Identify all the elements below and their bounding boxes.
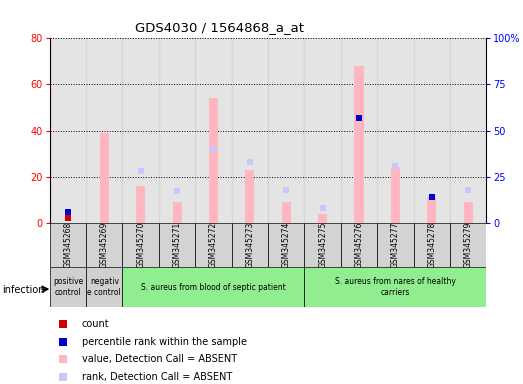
Bar xyxy=(86,38,122,223)
Text: S. aureus from nares of healthy
carriers: S. aureus from nares of healthy carriers xyxy=(335,277,456,297)
Bar xyxy=(245,170,254,223)
Text: GSM345276: GSM345276 xyxy=(355,222,363,268)
Bar xyxy=(209,98,218,223)
Text: GSM345269: GSM345269 xyxy=(100,222,109,268)
Bar xyxy=(232,38,268,223)
Text: GSM345268: GSM345268 xyxy=(63,222,72,268)
Bar xyxy=(318,214,327,223)
Text: GDS4030 / 1564868_a_at: GDS4030 / 1564868_a_at xyxy=(135,21,304,34)
Bar xyxy=(268,223,304,267)
Text: GSM345277: GSM345277 xyxy=(391,222,400,268)
Text: GSM345275: GSM345275 xyxy=(318,222,327,268)
Bar xyxy=(50,223,86,267)
Bar xyxy=(282,202,291,223)
Bar xyxy=(122,38,159,223)
Bar xyxy=(377,38,414,223)
Bar xyxy=(173,202,181,223)
Text: GSM345279: GSM345279 xyxy=(464,222,473,268)
Bar xyxy=(450,223,486,267)
Bar xyxy=(232,223,268,267)
Text: value, Detection Call = ABSENT: value, Detection Call = ABSENT xyxy=(82,354,237,364)
Text: GSM345273: GSM345273 xyxy=(245,222,254,268)
Bar xyxy=(159,38,195,223)
Bar xyxy=(268,38,304,223)
Bar xyxy=(304,267,486,307)
Bar xyxy=(304,223,341,267)
Bar xyxy=(50,267,86,307)
Bar xyxy=(50,38,86,223)
Bar xyxy=(391,167,400,223)
Text: GSM345272: GSM345272 xyxy=(209,222,218,268)
Text: GSM345271: GSM345271 xyxy=(173,222,181,268)
Bar xyxy=(341,38,377,223)
Text: infection: infection xyxy=(3,285,45,295)
Bar xyxy=(195,38,232,223)
Bar xyxy=(122,223,159,267)
Text: GSM345278: GSM345278 xyxy=(427,222,436,268)
Text: negativ
e control: negativ e control xyxy=(87,277,121,297)
Text: positive
control: positive control xyxy=(53,277,83,297)
Bar xyxy=(464,202,473,223)
Text: percentile rank within the sample: percentile rank within the sample xyxy=(82,337,247,347)
Bar xyxy=(414,223,450,267)
Text: GSM345270: GSM345270 xyxy=(136,222,145,268)
Bar xyxy=(427,197,436,223)
Bar xyxy=(122,267,304,307)
Text: S. aureus from blood of septic patient: S. aureus from blood of septic patient xyxy=(141,283,286,291)
Bar xyxy=(100,133,109,223)
Text: GSM345274: GSM345274 xyxy=(282,222,291,268)
Bar xyxy=(341,223,377,267)
Bar xyxy=(414,38,450,223)
Bar xyxy=(377,223,414,267)
Bar xyxy=(86,267,122,307)
Bar xyxy=(450,38,486,223)
Bar xyxy=(195,223,232,267)
Bar xyxy=(304,38,341,223)
Bar xyxy=(86,223,122,267)
Bar xyxy=(355,66,363,223)
Bar xyxy=(159,223,195,267)
Bar xyxy=(136,186,145,223)
Text: rank, Detection Call = ABSENT: rank, Detection Call = ABSENT xyxy=(82,372,232,382)
Text: count: count xyxy=(82,319,109,329)
